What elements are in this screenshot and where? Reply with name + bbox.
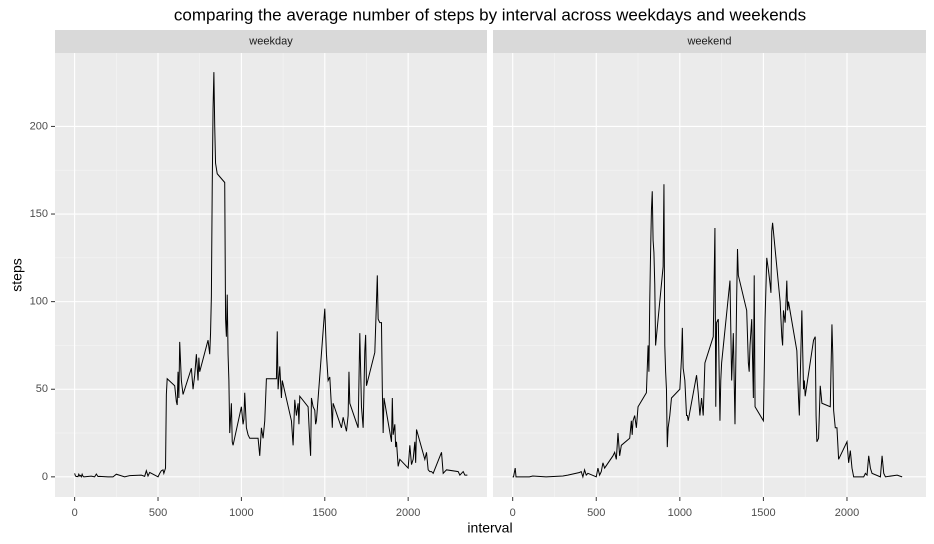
- panel-background: [493, 53, 926, 497]
- x-tick-label: 500: [587, 507, 605, 519]
- x-tick-label: 1000: [668, 507, 692, 519]
- y-tick-label: 50: [36, 383, 48, 395]
- y-axis-title: steps: [9, 258, 25, 291]
- x-tick-label: 2000: [396, 507, 420, 519]
- y-tick-label: 0: [42, 471, 48, 483]
- facet-label: weekend: [686, 35, 731, 47]
- x-tick-label: 1000: [229, 507, 253, 519]
- x-axis-title: interval: [467, 520, 512, 536]
- x-tick-label: 500: [149, 507, 167, 519]
- x-tick-label: 2000: [835, 507, 859, 519]
- x-tick-label: 0: [72, 507, 78, 519]
- x-tick-label: 1500: [751, 507, 775, 519]
- y-tick-label: 200: [30, 120, 48, 132]
- x-tick-label: 1500: [313, 507, 337, 519]
- facet-label: weekday: [248, 35, 293, 47]
- data-line: [74, 72, 468, 479]
- data-line: [512, 184, 903, 479]
- y-tick-label: 100: [30, 296, 48, 308]
- chart-title: comparing the average number of steps by…: [174, 5, 806, 24]
- y-tick-label: 150: [30, 208, 48, 220]
- facet-strip: [493, 30, 926, 53]
- x-tick-label: 0: [510, 507, 516, 519]
- facet-strip: [55, 30, 487, 53]
- panel-background: [55, 53, 487, 497]
